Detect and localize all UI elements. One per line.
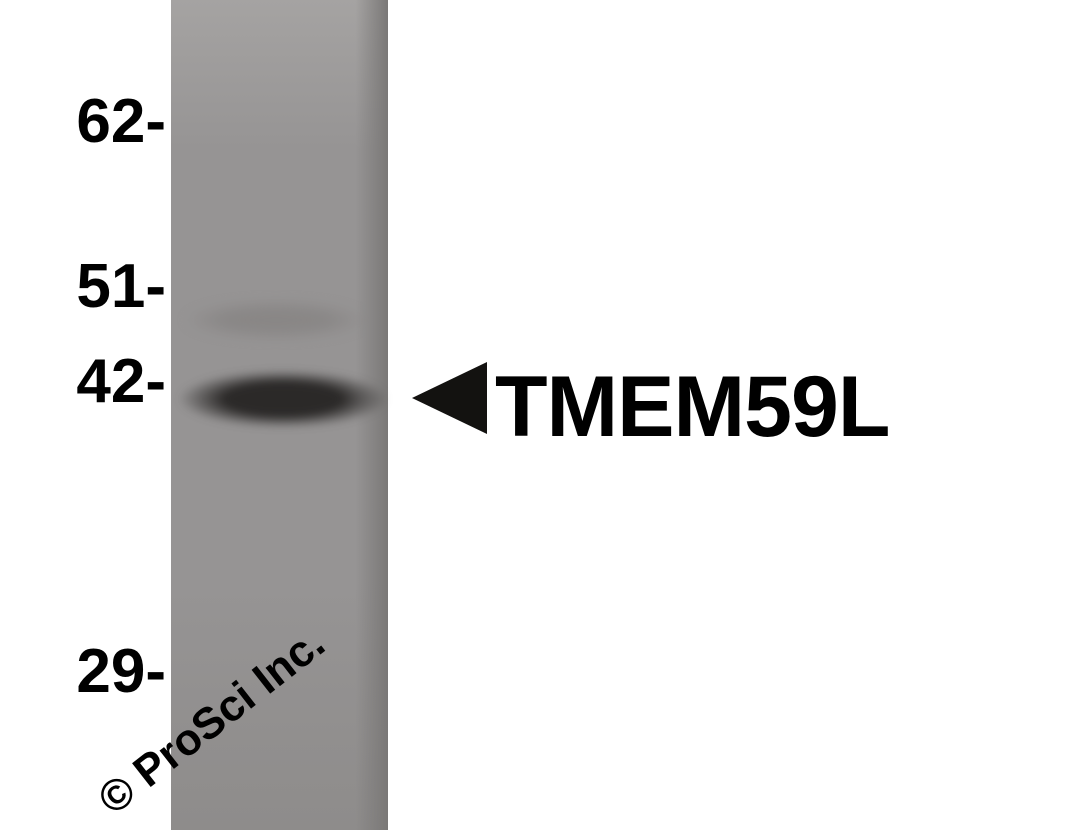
mw-marker-51: 51-	[21, 251, 166, 322]
faint-band	[182, 300, 370, 340]
band-pointer-arrow-icon	[412, 362, 487, 434]
marker-text: 62-	[76, 87, 166, 156]
mw-marker-42: 42-	[21, 346, 166, 417]
marker-text: 42-	[76, 347, 166, 416]
marker-text: 51-	[76, 252, 166, 321]
marker-text: 29-	[76, 637, 166, 706]
target-text: TMEM59L	[495, 359, 889, 455]
mw-marker-62: 62-	[21, 86, 166, 157]
main-band	[178, 370, 388, 428]
mw-marker-29: 29-	[21, 636, 166, 707]
blot-canvas: 62- 51- 42- 29- TMEM59L © ProSci Inc.	[0, 0, 1080, 835]
target-protein-label: TMEM59L	[495, 358, 889, 457]
